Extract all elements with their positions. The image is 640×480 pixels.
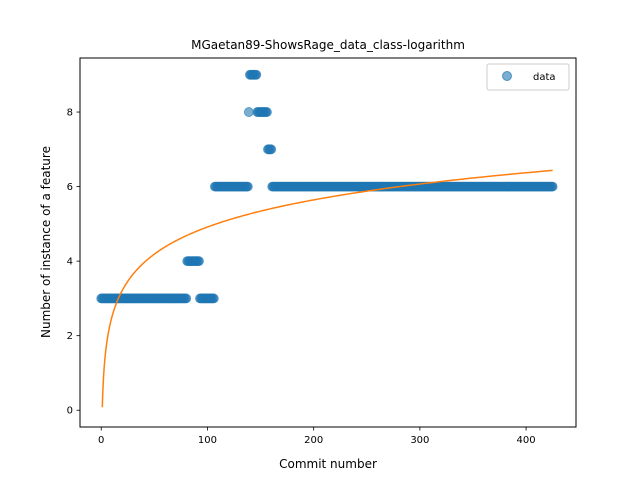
data-point bbox=[194, 256, 204, 267]
y-axis-label: Number of instance of a feature bbox=[39, 146, 53, 338]
y-tick-label: 0 bbox=[67, 406, 73, 417]
x-tick-label: 400 bbox=[517, 435, 536, 446]
x-axis-label: Commit number bbox=[279, 457, 377, 471]
y-tick-label: 2 bbox=[67, 331, 73, 342]
data-point bbox=[208, 293, 219, 304]
x-tick-label: 300 bbox=[410, 435, 429, 446]
data-point bbox=[262, 107, 272, 117]
chart-title: MGaetan89-ShowsRage_data_class-logarithm bbox=[191, 38, 465, 52]
data-points bbox=[96, 69, 558, 304]
data-point bbox=[251, 69, 262, 80]
y-ticks: 0 2 4 6 8 bbox=[67, 108, 80, 417]
fit-line bbox=[101, 169, 553, 408]
data-point bbox=[266, 144, 277, 155]
data-point bbox=[243, 107, 254, 117]
legend: data bbox=[486, 63, 570, 91]
y-tick-label: 8 bbox=[67, 108, 73, 119]
legend-label: data bbox=[533, 72, 556, 83]
x-tick-label: 0 bbox=[98, 435, 104, 446]
legend-box bbox=[486, 63, 570, 91]
plot-frame bbox=[79, 57, 577, 428]
y-tick-label: 6 bbox=[67, 182, 73, 193]
x-ticks: 0 100 200 300 400 bbox=[98, 427, 536, 446]
x-tick-label: 200 bbox=[304, 435, 323, 446]
data-point bbox=[547, 181, 558, 192]
y-tick-label: 4 bbox=[67, 257, 73, 268]
x-tick-label: 100 bbox=[198, 435, 217, 446]
data-point bbox=[242, 181, 253, 192]
data-point bbox=[181, 293, 192, 304]
legend-marker bbox=[502, 71, 512, 81]
fit-line-layer bbox=[101, 169, 553, 408]
